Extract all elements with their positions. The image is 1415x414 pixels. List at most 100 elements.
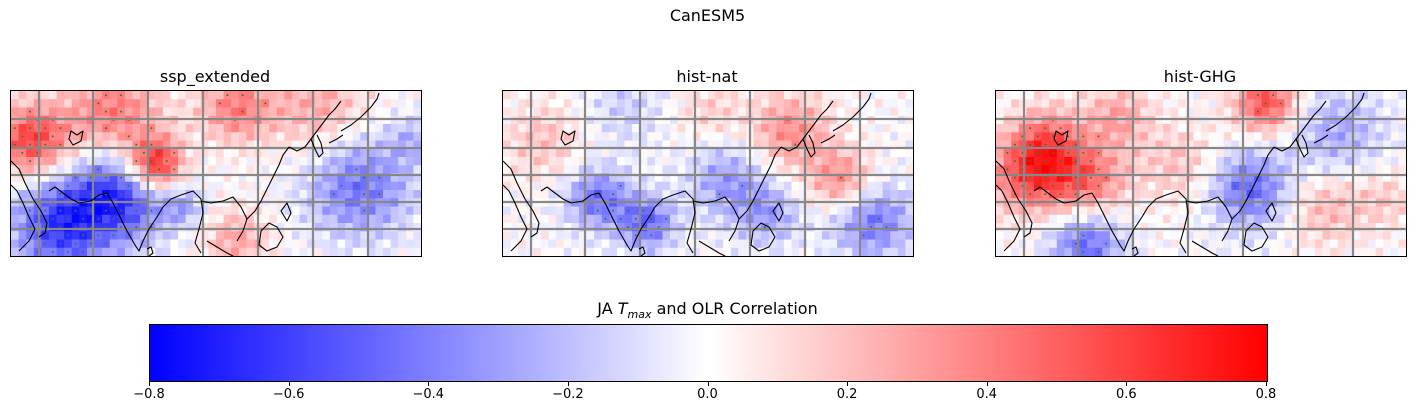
grid-cell: [1322, 99, 1331, 108]
grid-cell: [1246, 157, 1255, 166]
grid-cell: [147, 148, 156, 158]
stipple-dot: [66, 217, 69, 220]
grid-cell: [761, 115, 770, 125]
grid-cell: [383, 99, 392, 108]
grid-cell: [594, 165, 603, 174]
grid-cell: [1178, 157, 1187, 166]
grid-cell: [124, 247, 133, 256]
grid-cell: [11, 132, 20, 141]
grid-cell: [375, 107, 384, 117]
grid-cell: [776, 148, 785, 158]
stipple-dot: [74, 176, 77, 179]
grid-cell: [1390, 115, 1399, 125]
grid-cell: [1345, 115, 1354, 125]
grid-cell: [540, 223, 550, 232]
grid-cell: [200, 148, 209, 158]
grid-cell: [41, 190, 50, 199]
grid-cell: [231, 190, 240, 199]
grid-cell: [867, 157, 876, 166]
grid-cell: [345, 107, 354, 117]
grid-cell: [11, 99, 20, 108]
grid-cell: [503, 157, 512, 166]
grid-cell: [837, 99, 846, 108]
stipple-dot: [74, 242, 77, 245]
grid-cell: [1276, 148, 1286, 158]
grid-cell: [715, 91, 724, 100]
grid-cell: [1117, 165, 1126, 174]
grid-cell: [329, 181, 338, 191]
grid-cell: [398, 173, 407, 183]
grid-cell: [632, 99, 641, 108]
grid-cell: [216, 231, 225, 240]
grid-cell: [996, 206, 1005, 216]
grid-cell: [730, 148, 739, 158]
grid-cell: [730, 115, 739, 125]
grid-cell: [1261, 181, 1270, 191]
grid-cell: [124, 148, 133, 158]
grid-cell: [533, 206, 542, 216]
grid-cell: [1216, 148, 1225, 158]
stipple-dot: [862, 234, 865, 237]
grid-cell: [1201, 148, 1210, 158]
grid-cell: [525, 181, 534, 191]
grid-cell: [33, 99, 42, 108]
grid-cell: [1170, 239, 1179, 249]
grid-cell: [852, 181, 861, 191]
grid-cell: [1330, 165, 1339, 174]
grid-cell: [390, 99, 399, 108]
grid-cell: [1102, 91, 1111, 100]
grid-cell: [216, 107, 225, 117]
grid-cell: [117, 124, 126, 133]
grid-cell: [594, 181, 603, 191]
grid-cell: [1261, 115, 1270, 125]
grid-cell: [1193, 148, 1202, 158]
grid-cell: [1041, 107, 1050, 117]
grid-cell: [829, 239, 838, 249]
grid-cell: [322, 157, 331, 166]
grid-cell: [768, 132, 777, 141]
grid-cell: [1368, 173, 1377, 183]
grid-cell: [1109, 181, 1118, 191]
grid-cell: [261, 206, 270, 216]
colorbar-tick: [707, 381, 709, 386]
grid-cell: [1102, 124, 1111, 133]
grid-cell: [413, 140, 421, 150]
grid-cell: [806, 214, 815, 224]
grid-cell: [26, 132, 35, 141]
grid-cell: [1185, 190, 1194, 199]
grid-cell: [1018, 206, 1027, 216]
grid-cell: [1216, 181, 1225, 191]
grid-cell: [540, 148, 550, 158]
grid-cell: [337, 239, 346, 249]
grid-cell: [33, 190, 42, 199]
grid-cell: [882, 190, 891, 199]
grid-cell: [616, 157, 625, 166]
grid-cell: [216, 223, 225, 232]
grid-cell: [563, 107, 572, 117]
grid-cell: [398, 231, 407, 240]
grid-cell: [632, 91, 641, 100]
grid-cell: [616, 99, 625, 108]
grid-cell: [685, 115, 694, 125]
grid-cell: [768, 181, 777, 191]
grid-cell: [905, 165, 913, 174]
grid-cell: [276, 148, 285, 158]
grid-cell: [503, 190, 512, 199]
grid-cell: [1284, 173, 1293, 183]
grid-cell: [314, 157, 323, 166]
grid-cell: [647, 91, 656, 100]
grid-cell: [1276, 124, 1286, 133]
grid-cell: [231, 140, 240, 150]
grid-cell: [1284, 124, 1293, 133]
grid-cell: [1261, 173, 1270, 183]
grid-cell: [578, 140, 588, 150]
grid-cell: [821, 124, 830, 133]
grid-cell: [1231, 214, 1240, 224]
grid-cell: [1269, 148, 1278, 158]
grid-cell: [1155, 148, 1164, 158]
grid-cell: [1314, 107, 1323, 117]
stipple-dot: [13, 143, 16, 146]
grid-cell: [329, 132, 338, 141]
grid-cell: [859, 181, 868, 191]
grid-cell: [1345, 231, 1354, 240]
